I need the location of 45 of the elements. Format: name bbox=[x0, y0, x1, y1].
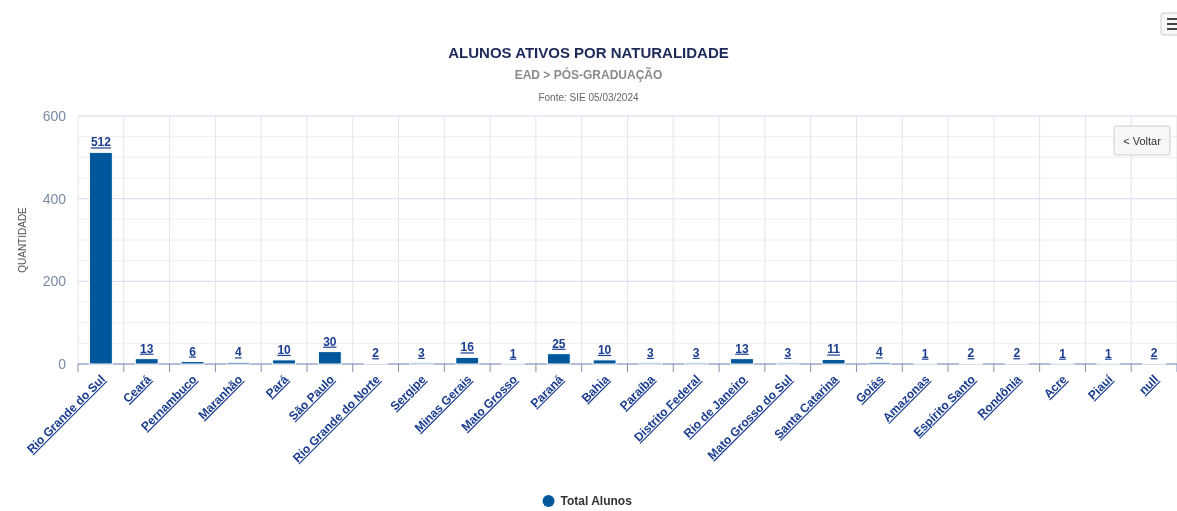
data-label: 1 bbox=[1059, 346, 1067, 361]
data-label: 10 bbox=[597, 342, 612, 357]
data-label: 16 bbox=[460, 340, 475, 355]
bar bbox=[88, 151, 113, 365]
bar bbox=[455, 356, 480, 365]
source-note: Fonte: SIE 05/03/2024 bbox=[538, 92, 639, 103]
bar bbox=[317, 351, 342, 365]
data-label: 3 bbox=[784, 345, 792, 360]
bar bbox=[134, 358, 159, 365]
data-label: 10 bbox=[277, 342, 292, 357]
bar bbox=[821, 358, 846, 365]
bar bbox=[272, 359, 297, 365]
bar bbox=[180, 361, 205, 365]
y-tick-label: 600 bbox=[42, 108, 67, 124]
data-label: 1 bbox=[1104, 346, 1112, 361]
data-label: 3 bbox=[647, 345, 655, 360]
data-label: 2 bbox=[1150, 346, 1158, 361]
y-tick-label: 200 bbox=[42, 273, 67, 290]
chart-subtitle: EAD > PÓS-GRADUAÇÃO bbox=[514, 67, 663, 82]
bar bbox=[592, 359, 617, 365]
data-label: 1 bbox=[921, 346, 929, 361]
voltar-button: < Voltar bbox=[1113, 125, 1171, 156]
annotation: < Voltar bbox=[1123, 135, 1162, 147]
legend-label: Total Alunos bbox=[560, 494, 633, 508]
data-label: 11 bbox=[827, 342, 841, 357]
data-label: 25 bbox=[552, 336, 566, 351]
data-label: 3 bbox=[692, 345, 700, 360]
data-label: 6 bbox=[189, 344, 197, 359]
data-label: 4 bbox=[876, 345, 884, 360]
y-tick-label: 400 bbox=[42, 190, 67, 207]
data-label: 2 bbox=[967, 346, 975, 361]
y-tick-label: 0 bbox=[58, 356, 67, 372]
data-label: 30 bbox=[323, 334, 337, 349]
data-label: 13 bbox=[140, 341, 154, 356]
bar bbox=[730, 358, 754, 365]
data-label: 3 bbox=[418, 345, 426, 360]
y-axis-title: QUANTIDADE bbox=[17, 206, 28, 273]
data-label: 4 bbox=[234, 345, 242, 360]
data-label: 2 bbox=[1013, 346, 1021, 361]
bar bbox=[546, 353, 571, 365]
data-label: 1 bbox=[509, 346, 517, 361]
chart-title: ALUNOS ATIVOS POR NATURALIDADE bbox=[448, 44, 729, 61]
data-label: 512 bbox=[90, 135, 112, 150]
data-label: 2 bbox=[372, 346, 380, 361]
data-label: 13 bbox=[735, 341, 749, 356]
